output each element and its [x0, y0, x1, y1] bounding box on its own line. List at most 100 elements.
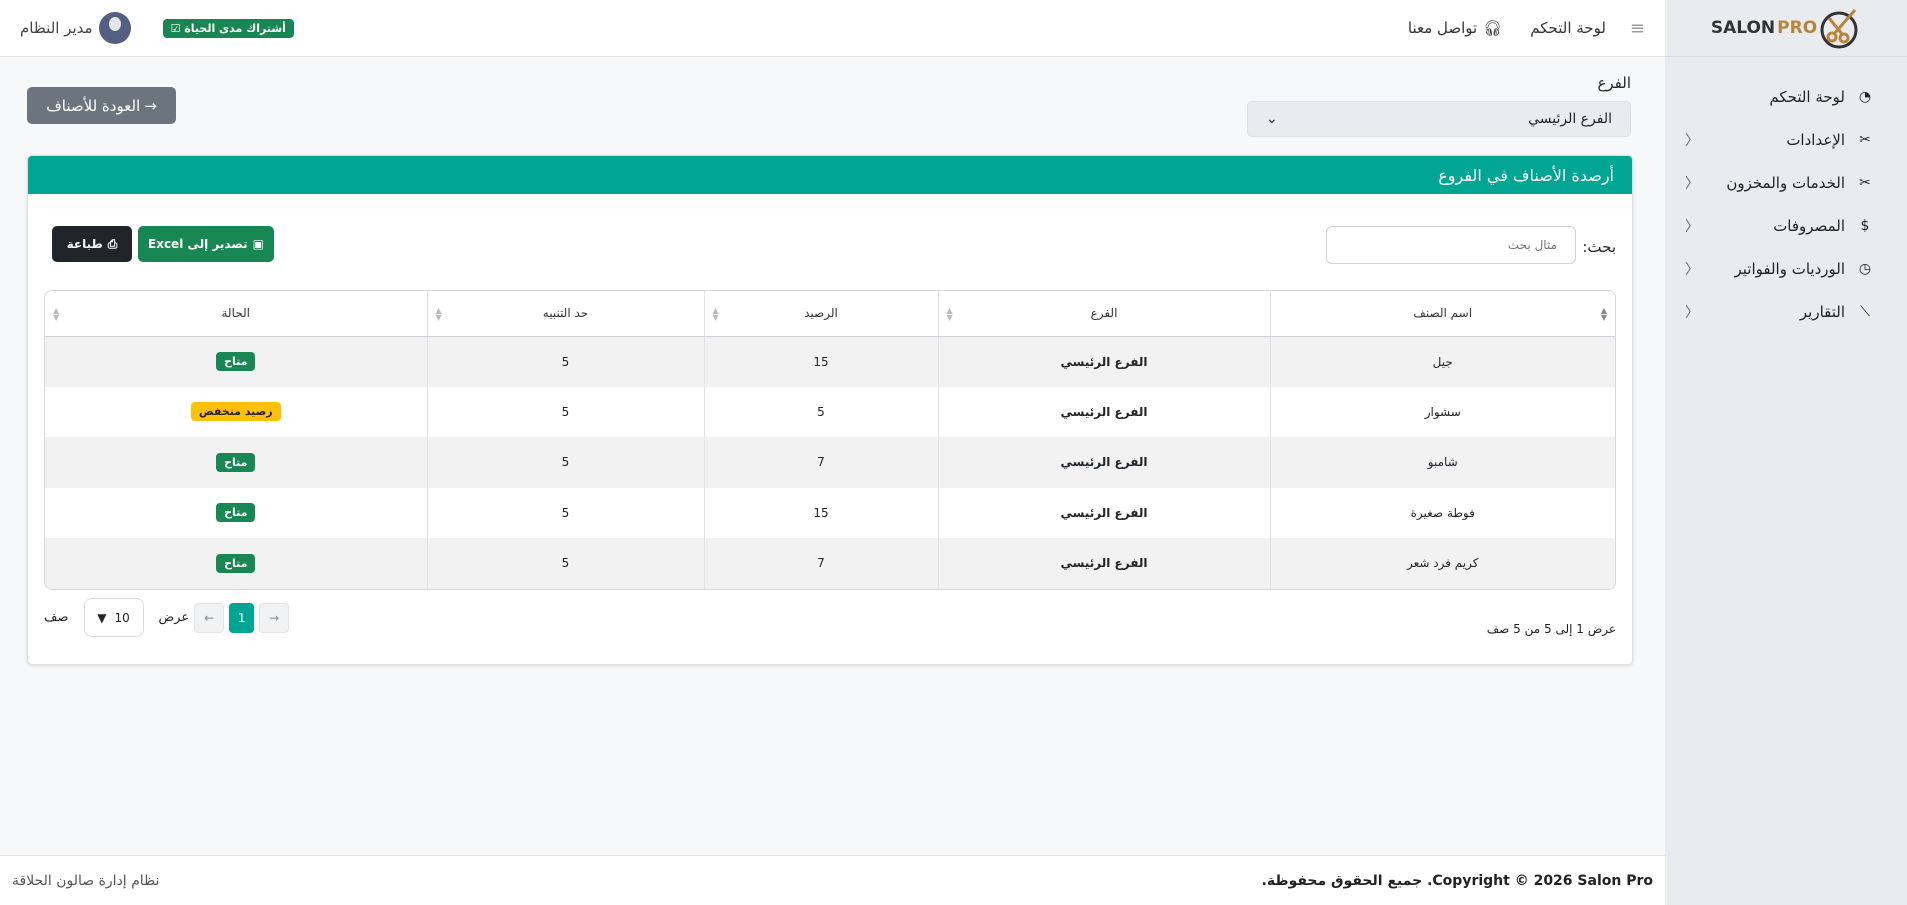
gauge-icon: ◔	[1858, 88, 1872, 105]
cell-text: شامبو	[1427, 455, 1458, 470]
cell-text: الفرع الرئيسي	[1060, 556, 1148, 571]
cell-name: جيل	[1269, 336, 1615, 387]
cell-text: كريم فرد شعر	[1407, 556, 1479, 571]
cell-balance: 15	[703, 487, 938, 538]
stock-table: اسم الصنف ▲ ▼ الفرع ▲ ▼ الرصيد ▲ ▼ حد التنبيه ▲ ▼ ال…	[44, 290, 1616, 590]
column-header-label: الحالة	[221, 306, 250, 321]
column-header[interactable]: اسم الصنف ▲ ▼	[1269, 291, 1615, 337]
chevron-left-icon: 〈	[1685, 261, 1699, 278]
sidebar-item-expenses[interactable]: $ المصروفات 〈	[1665, 204, 1907, 247]
column-header[interactable]: حد التنبيه ▲ ▼	[426, 291, 704, 337]
sidebar-item-label: الإعدادات	[1786, 130, 1845, 149]
cell-text: جيل	[1432, 354, 1453, 369]
table-row: جيل الفرع الرئيسي 15 5 متاح	[45, 336, 1615, 387]
status-badge: رصيد منخفض	[190, 402, 281, 422]
card-header: أرصدة الأصناف في الفروع	[28, 156, 1632, 194]
back-to-items-button[interactable]: → العودة للأصناف	[27, 87, 176, 124]
table-row: سشوار الفرع الرئيسي 5 5 رصيد منخفض	[45, 386, 1615, 438]
menu-toggle-icon[interactable]: ≡	[1629, 17, 1645, 39]
logo[interactable]: SALON PRO	[1665, 0, 1907, 57]
cell-text: الفرع الرئيسي	[1060, 354, 1148, 369]
cell-text: الفرع الرئيسي	[1060, 455, 1148, 470]
cell-text: 5	[561, 556, 570, 571]
cell-branch: الفرع الرئيسي	[937, 437, 1270, 488]
cell-alert: 5	[426, 386, 704, 437]
cell-balance: 15	[703, 336, 938, 387]
table-row: شامبو الفرع الرئيسي 7 5 متاح	[45, 437, 1615, 488]
rows-label: صف	[44, 610, 69, 625]
cell-text: 5	[561, 505, 570, 520]
sidebar-item-label: لوحة التحكم	[1769, 87, 1845, 106]
system-name: نظام إدارة صالون الحلاقة	[12, 872, 160, 889]
topbar-contact-link[interactable]: 🎧︎ تواصل معنا	[1408, 19, 1502, 37]
topbar: ≡ لوحة التحكم 🎧︎ تواصل معنا أشتراك مدى ال…	[0, 0, 1665, 57]
branch-select[interactable]: الفرع الرئيسي ⌄	[1247, 101, 1631, 137]
caret-down-icon: ▼	[97, 610, 107, 625]
column-header-label: حد التنبيه	[542, 306, 589, 321]
arrow-right-icon: →	[144, 96, 157, 115]
scissors-logo-icon	[1820, 9, 1858, 49]
user-name[interactable]: مدير النظام	[20, 19, 93, 37]
logo-text: SALON	[1710, 18, 1776, 38]
print-label: طباعة	[66, 237, 103, 251]
footer: Copyright © 2026 Salon Pro. جميع الحقوق …	[0, 855, 1665, 905]
cell-text: الفرع الرئيسي	[1060, 404, 1148, 419]
page-size-select[interactable]: ▼ 10	[83, 598, 144, 637]
export-excel-label: تصدير إلى Excel	[148, 237, 248, 251]
sidebar-item-reports[interactable]: ⟋ التقارير 〈	[1665, 290, 1907, 333]
branch-label: الفرع	[1597, 74, 1631, 92]
card-title: أرصدة الأصناف في الفروع	[1438, 165, 1614, 185]
page-1-button[interactable]: 1	[229, 602, 255, 633]
sidebar-nav: ◔ لوحة التحكم ✂ الإعدادات 〈 ✂ الخدمات والمخز…	[1665, 57, 1907, 333]
cell-branch: الفرع الرئيسي	[937, 336, 1270, 387]
sidebar-item-label: الخدمات والمخزون	[1726, 173, 1845, 192]
search-input[interactable]	[1326, 226, 1576, 264]
scissors-icon: ✂	[1859, 174, 1871, 191]
branch-selected-value: الفرع الرئيسي	[1528, 111, 1612, 127]
cell-balance: 7	[703, 437, 938, 488]
check-circle-icon: ☑	[170, 21, 181, 35]
cell-status: متاح	[45, 488, 427, 539]
chevron-left-icon: 〈	[1685, 218, 1699, 235]
topbar-dashboard-link[interactable]: لوحة التحكم	[1530, 19, 1606, 37]
main-content: الفرع الفرع الرئيسي ⌄ → العودة للأصناف أرص…	[0, 57, 1665, 855]
show-label: عرض	[158, 610, 190, 625]
copyright: Copyright © 2026 Salon Pro. جميع الحقوق …	[1261, 872, 1653, 889]
sidebar-item-settings[interactable]: ✂ الإعدادات 〈	[1665, 118, 1907, 161]
chevron-down-icon: ⌄	[1266, 111, 1278, 127]
printer-icon: ⎙	[107, 236, 118, 251]
cell-status: رصيد منخفض	[45, 387, 427, 438]
sort-icon: ▲ ▼	[53, 306, 60, 322]
export-excel-button[interactable]: ▣ تصدير إلى Excel	[138, 226, 274, 262]
cell-alert: 5	[426, 538, 704, 589]
print-button[interactable]: ⎙ طباعة	[52, 226, 132, 262]
sidebar-item-dashboard[interactable]: ◔ لوحة التحكم	[1665, 75, 1907, 118]
tools-icon: ✂	[1859, 131, 1871, 148]
subscription-badge: أشتراك مدى الحياة ☑	[162, 18, 294, 38]
status-badge: متاح	[216, 352, 256, 371]
cell-status: متاح	[45, 437, 427, 488]
column-header[interactable]: الفرع ▲ ▼	[937, 291, 1270, 337]
column-header[interactable]: الرصيد ▲ ▼	[703, 291, 938, 337]
back-button-label: العودة للأصناف	[46, 96, 141, 115]
headset-icon: 🎧︎	[1483, 19, 1503, 37]
chevron-left-icon: 〈	[1685, 132, 1699, 149]
cell-text: الفرع الرئيسي	[1060, 505, 1148, 520]
avatar[interactable]	[98, 12, 131, 44]
column-header[interactable]: الحالة ▲ ▼	[45, 291, 427, 337]
sort-icon: ▲ ▼	[712, 306, 719, 322]
chevron-left-icon: 〈	[1685, 175, 1699, 192]
prev-page-button[interactable]: ←	[194, 602, 225, 633]
next-page-button[interactable]: →	[259, 602, 290, 633]
cell-alert: 5	[426, 437, 704, 488]
status-badge: متاح	[216, 503, 256, 523]
cell-name: فوطة صغيرة	[1269, 487, 1615, 538]
sidebar-item-shifts-invoices[interactable]: ◷ الورديات والفواتير 〈	[1665, 247, 1907, 290]
sidebar-item-services-inventory[interactable]: ✂ الخدمات والمخزون 〈	[1665, 161, 1907, 204]
stock-card: أرصدة الأصناف في الفروع بحث: ▣ تصدير إلى …	[27, 155, 1633, 665]
cell-balance: 5	[703, 386, 938, 437]
table-row: فوطة صغيرة الفرع الرئيسي 15 5 متاح	[45, 487, 1615, 539]
cell-text: 7	[817, 455, 825, 470]
column-header-label: اسم الصنف	[1413, 306, 1473, 321]
column-header-label: الفرع	[1090, 306, 1118, 321]
